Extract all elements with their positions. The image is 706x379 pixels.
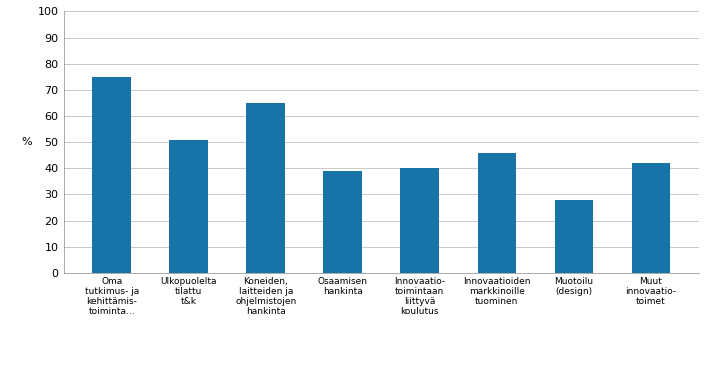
Y-axis label: %: % — [21, 137, 32, 147]
Bar — [323, 171, 362, 273]
Bar — [477, 153, 516, 273]
Bar — [169, 139, 208, 273]
Bar — [246, 103, 285, 273]
Bar — [92, 77, 131, 273]
Bar — [554, 200, 593, 273]
Bar — [632, 163, 670, 273]
Bar — [400, 168, 439, 273]
